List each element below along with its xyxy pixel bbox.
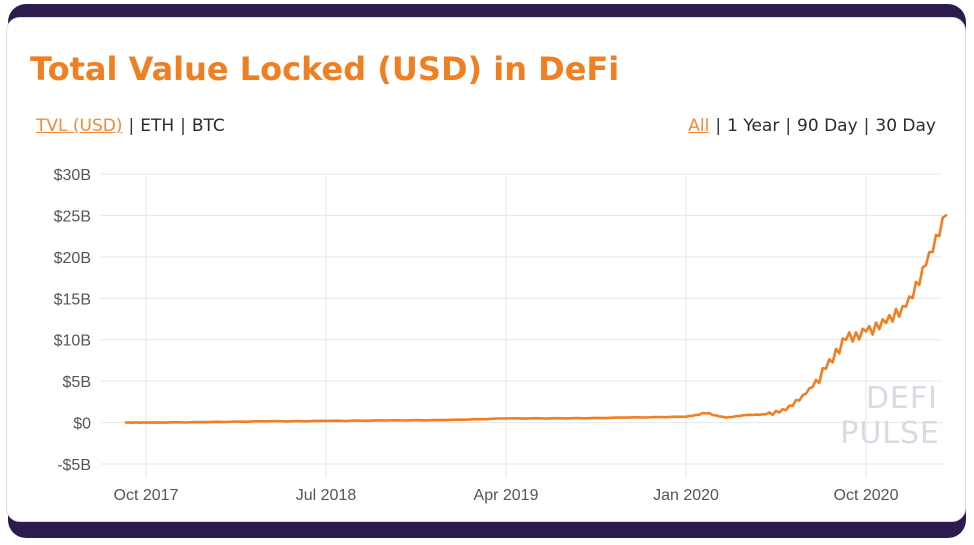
y-tick-label: $15B [54, 291, 91, 308]
y-tick-label: $20B [54, 250, 91, 267]
range-all-toggle[interactable]: All [688, 116, 710, 136]
x-tick-label: Oct 2020 [834, 487, 899, 504]
y-axis-ticks: $30B $25B $20B $15B $10B $5B $0 -$5B [54, 167, 91, 474]
range-1-year-toggle[interactable]: 1 Year [727, 116, 780, 136]
btc-toggle[interactable]: BTC [191, 116, 225, 136]
x-axis-ticks: Oct 2017 Jul 2018 Apr 2019 Jan 2020 Oct 2020 [114, 487, 899, 504]
watermark-line-2: PULSE [840, 416, 940, 451]
separator: | [180, 116, 186, 136]
range-toggle: All | 1 Year | 90 Day | 30 Day [688, 116, 936, 136]
separator: | [715, 116, 722, 136]
x-tick-label: Jul 2018 [296, 487, 357, 504]
defi-pulse-watermark: DEFI PULSE [840, 381, 940, 451]
tvl-usd-toggle[interactable]: TVL (USD) [36, 116, 123, 136]
y-tick-label: $5B [63, 374, 91, 391]
x-tick-label: Oct 2017 [114, 487, 179, 504]
chart-card [6, 17, 966, 522]
x-tick-label: Jan 2020 [653, 487, 719, 504]
metric-toggle: TVL (USD) | ETH | BTC [36, 116, 225, 136]
y-tick-label: $0 [73, 416, 91, 433]
separator: | [785, 116, 792, 136]
y-tick-label: $25B [54, 208, 91, 225]
range-90-day-toggle[interactable]: 90 Day [797, 116, 858, 136]
chart-gridlines [101, 173, 942, 478]
y-tick-label: $30B [54, 167, 91, 184]
range-30-day-toggle[interactable]: 30 Day [875, 116, 936, 136]
watermark-line-1: DEFI [866, 381, 938, 416]
eth-toggle[interactable]: ETH [140, 116, 175, 136]
y-tick-label: -$5B [57, 457, 91, 474]
separator: | [863, 116, 870, 136]
x-tick-label: Apr 2019 [474, 487, 539, 504]
separator: | [128, 116, 135, 136]
tvl-series-line [124, 214, 948, 425]
chart-title: Total Value Locked (USD) in DeFi [30, 50, 620, 88]
y-tick-label: $10B [54, 333, 91, 350]
